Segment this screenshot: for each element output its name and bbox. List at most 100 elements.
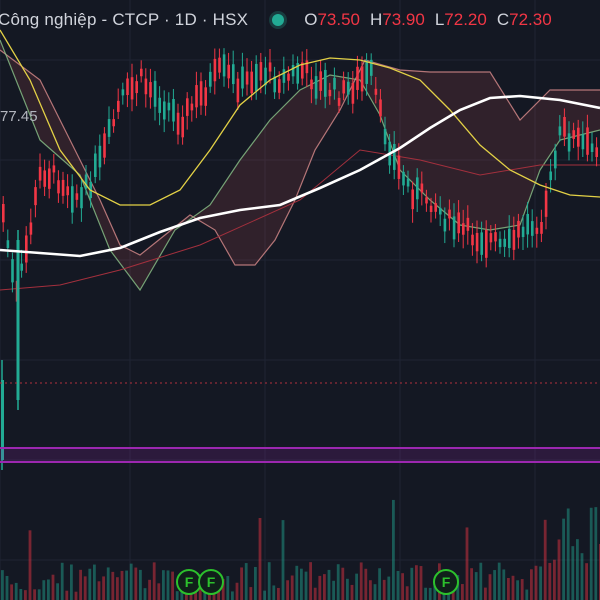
volume-bar [493,570,496,600]
volume-bar [378,568,381,600]
volume-bar [143,588,147,600]
candle-body [429,205,433,213]
candle-body [503,238,506,247]
volume-bar [295,565,299,600]
candle-body [172,98,175,122]
volume-bar [244,563,248,600]
candle-body [80,187,83,209]
candle-body [158,97,161,113]
volume-bar [516,580,519,600]
volume-bar [24,590,27,600]
volume-bar [566,508,570,600]
volume-bar [129,563,133,600]
candle-body [259,62,263,81]
volume-bar [313,587,317,600]
volume-bar [56,583,59,600]
candle-body [204,87,207,106]
candle-body [149,82,152,98]
candle-body [43,170,46,187]
volume-bar [327,569,331,600]
volume-bar [484,587,487,600]
volume-bar [263,590,266,600]
candle-body [356,66,359,90]
volume-bar [461,584,464,600]
candle-body [590,143,594,153]
candle-body [218,57,221,73]
candle-body [268,62,272,72]
candle-body [29,222,33,235]
volume-bar [520,579,524,600]
volume-bar [373,584,377,600]
candle-body [558,126,562,136]
volume-bar [198,587,202,600]
candle-body [517,220,520,238]
candle-body [443,218,447,232]
volume-bar [562,518,565,600]
candle-body [448,209,451,219]
chart-header: Công nghiệp - CTCP · 1D · HSX O73.50 H73… [0,0,600,40]
volume-bar [120,570,124,600]
candle-body [572,130,575,139]
ohlc-readout: O73.50 H73.90 L72.20 C72.30 [304,10,551,30]
symbol-title[interactable]: Công nghiệp - CTCP · 1D · HSX [0,10,249,29]
flag-icon[interactable]: F [198,569,224,595]
volume-bar [415,565,418,600]
flag-icon[interactable]: F [433,569,459,595]
volume-bar [350,584,354,600]
volume-bar [502,569,506,600]
candle-body [337,97,341,106]
candle-body [554,150,557,169]
volume-bar [111,571,115,600]
volume-bar [102,576,105,600]
volume-bar [28,530,32,600]
volume-bar [410,567,414,600]
candle-body [34,187,37,206]
candle-body [457,212,460,234]
volume-bar [171,571,174,600]
volume-bar [19,588,23,600]
volume-bar [5,575,9,600]
volume-bar [539,566,542,600]
candle-body [480,232,483,255]
volume-bar [286,580,289,600]
candle-body [379,99,382,117]
volume-bar [525,589,529,600]
candle-body [498,238,502,248]
candle-body [181,116,184,138]
candle-body [11,259,14,283]
volume-bar [88,568,92,600]
candle-body [452,216,456,240]
candle-body [411,189,414,210]
candle-body [199,81,203,106]
candle-body [75,193,79,200]
candle-body [250,71,253,94]
moving-average-long [0,94,600,258]
candle-body [420,183,424,193]
volume-bar [589,507,593,600]
candle-body [153,80,157,107]
candle-body [535,227,539,234]
candle-body [402,171,405,186]
candle-body [425,197,428,204]
highlight-band [0,448,600,462]
candle-body [462,223,465,235]
candle-body [563,116,566,137]
candle-body [135,81,138,94]
candle-body [25,235,28,263]
volume-bar [571,546,575,600]
volume-bar [553,559,556,600]
volume-bar [65,590,69,600]
volume-bar [70,564,73,600]
candle-body [273,76,276,93]
volume-bar [125,570,128,600]
candle-body [121,89,125,96]
volume-bar [162,570,165,600]
candle-body [360,66,364,92]
volume-bar [106,567,110,600]
volume-bar [355,573,358,600]
volume-bar [382,579,386,600]
candle-body [351,82,355,104]
live-dot-icon [272,14,285,26]
